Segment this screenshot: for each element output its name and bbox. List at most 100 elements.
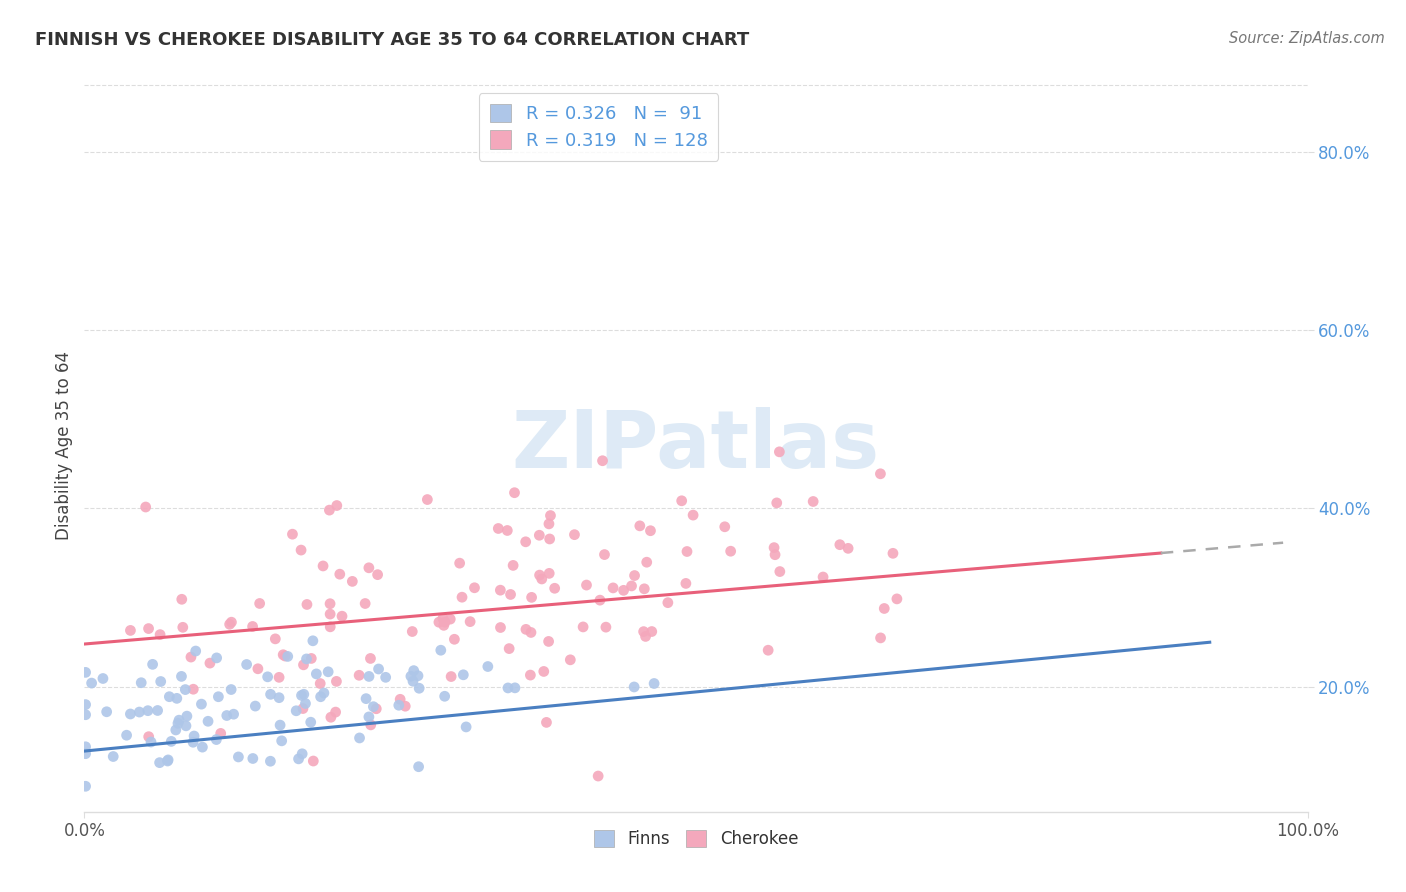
Point — [360, 718, 382, 732]
Point — [560, 653, 582, 667]
Point — [489, 583, 512, 598]
Point — [318, 503, 340, 517]
Point — [181, 735, 204, 749]
Point — [139, 735, 162, 749]
Point — [269, 670, 291, 684]
Point — [267, 690, 290, 705]
Point — [502, 558, 524, 573]
Point — [174, 682, 197, 697]
Text: Source: ZipAtlas.com: Source: ZipAtlas.com — [1229, 31, 1385, 46]
Point — [135, 500, 157, 514]
Point — [401, 624, 423, 639]
Point — [643, 676, 665, 690]
Point — [157, 753, 180, 767]
Point — [720, 544, 742, 558]
Point — [434, 615, 457, 629]
Point — [402, 664, 425, 678]
Point — [540, 508, 562, 523]
Point — [756, 643, 779, 657]
Point — [886, 591, 908, 606]
Point — [291, 701, 314, 715]
Point — [432, 611, 454, 625]
Point — [221, 615, 243, 630]
Point — [295, 652, 318, 666]
Point — [287, 752, 309, 766]
Point — [496, 524, 519, 538]
Point — [129, 675, 152, 690]
Point — [191, 740, 214, 755]
Point — [367, 662, 389, 676]
Point — [873, 601, 896, 615]
Point — [342, 574, 364, 589]
Point — [628, 519, 651, 533]
Point — [869, 467, 891, 481]
Point — [641, 624, 664, 639]
Point — [312, 558, 335, 573]
Point — [463, 581, 485, 595]
Point — [281, 527, 304, 541]
Point — [811, 570, 834, 584]
Point — [270, 734, 292, 748]
Point — [657, 596, 679, 610]
Point — [453, 668, 475, 682]
Point — [765, 496, 787, 510]
Point — [408, 681, 430, 696]
Point — [763, 541, 786, 555]
Point — [325, 705, 347, 719]
Point — [149, 627, 172, 641]
Legend: Finns, Cherokee: Finns, Cherokee — [588, 823, 804, 855]
Point — [235, 657, 257, 672]
Point — [349, 731, 371, 745]
Point — [274, 648, 297, 663]
Point — [498, 641, 520, 656]
Point — [359, 651, 381, 665]
Point — [882, 546, 904, 560]
Point — [299, 651, 322, 665]
Point — [167, 713, 190, 727]
Point — [242, 751, 264, 765]
Point — [440, 669, 463, 683]
Point — [325, 674, 347, 689]
Point — [245, 699, 267, 714]
Point — [269, 718, 291, 732]
Point — [763, 548, 786, 562]
Point — [402, 674, 425, 689]
Point — [228, 750, 250, 764]
Point — [219, 682, 242, 697]
Point — [170, 669, 193, 683]
Point — [75, 698, 97, 712]
Point — [769, 565, 792, 579]
Point — [215, 708, 238, 723]
Point — [167, 716, 190, 731]
Point — [309, 676, 332, 690]
Point — [367, 567, 389, 582]
Point — [157, 690, 180, 704]
Point — [589, 593, 612, 607]
Point — [138, 730, 160, 744]
Point — [174, 719, 197, 733]
Point — [538, 532, 561, 546]
Point — [366, 702, 388, 716]
Point — [572, 620, 595, 634]
Point — [394, 699, 416, 714]
Point — [330, 609, 353, 624]
Point — [520, 591, 543, 605]
Point — [128, 705, 150, 719]
Point — [136, 704, 159, 718]
Point — [316, 665, 339, 679]
Point — [837, 541, 859, 556]
Point — [277, 649, 299, 664]
Point — [285, 704, 308, 718]
Point — [439, 612, 461, 626]
Point — [205, 732, 228, 747]
Point — [458, 615, 481, 629]
Point — [682, 508, 704, 522]
Point — [613, 583, 636, 598]
Point — [290, 543, 312, 558]
Point — [329, 567, 352, 582]
Point — [433, 618, 456, 632]
Point — [533, 665, 555, 679]
Point — [302, 633, 325, 648]
Point — [205, 651, 228, 665]
Point — [209, 726, 232, 740]
